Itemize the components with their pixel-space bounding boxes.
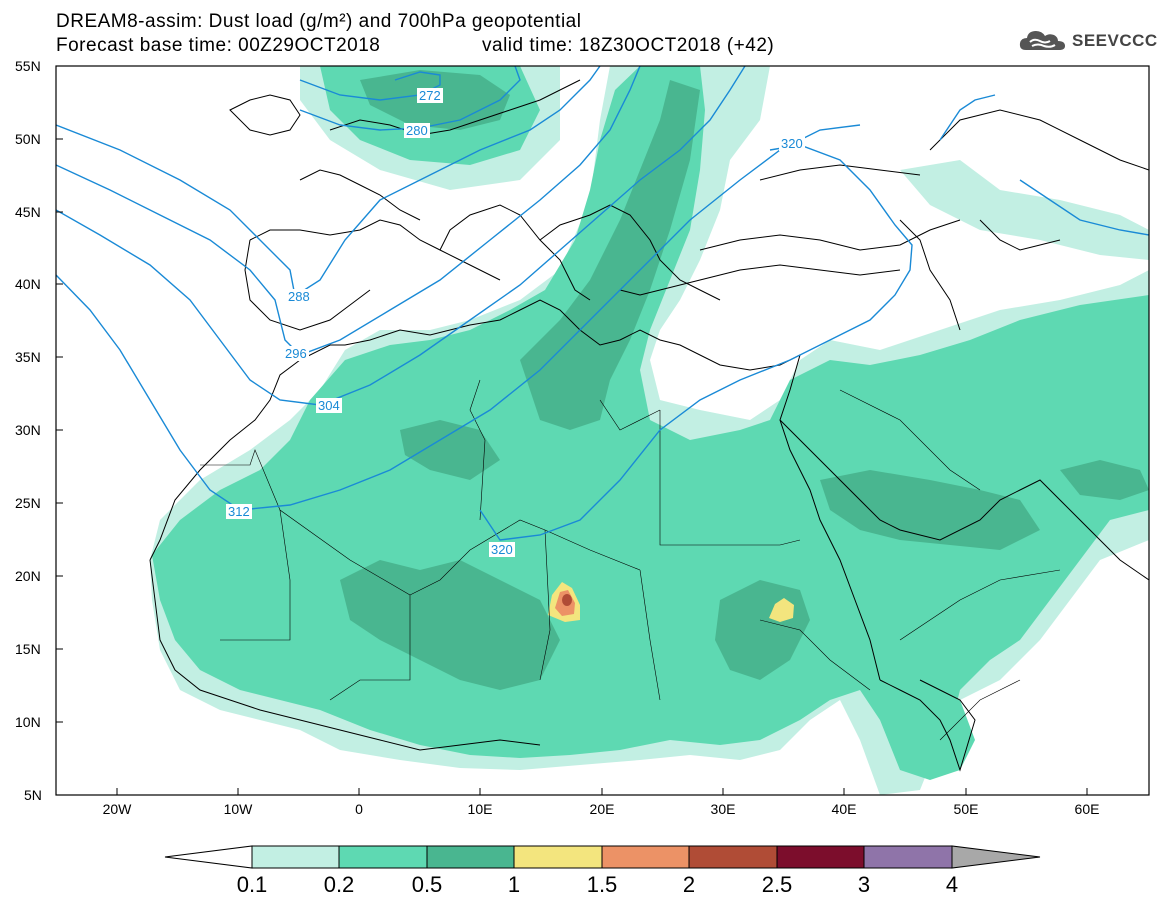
contour-304 — [56, 66, 746, 406]
contour-labels: 272 280 288 296 304 312 320 320 — [226, 88, 805, 557]
lat-label: 10N — [15, 714, 41, 730]
lon-label: 50E — [954, 801, 979, 817]
seevccc-logo: SEEVCCC — [1018, 28, 1158, 54]
colorbar-swatch — [426, 845, 515, 869]
colorbar-swatch — [338, 845, 428, 869]
forecast-base-time: Forecast base time: 00Z29OCT2018 — [56, 35, 381, 56]
logo-text: SEEVCCC — [1072, 31, 1158, 50]
colorbar — [164, 845, 1041, 869]
colorbar-label: 1 — [508, 872, 520, 897]
lat-label: 50N — [15, 131, 41, 147]
lat-label: 45N — [15, 204, 41, 220]
colorbar-swatch — [251, 845, 340, 869]
colorbar-swatch — [863, 845, 953, 869]
borders — [200, 379, 1061, 741]
latitude-labels: 55N 50N 45N 40N 35N 30N 25N 20N 15N 10N … — [15, 58, 42, 803]
cloud-icon — [1019, 31, 1065, 50]
colorbar-swatch — [601, 845, 690, 869]
contour-label-304: 304 — [318, 398, 340, 413]
map-title: DREAM8-assim: Dust load (g/m²) and 700hP… — [56, 11, 582, 32]
contour-label-312: 312 — [228, 504, 250, 519]
colorbar-label: 3 — [858, 872, 870, 897]
colorbar-label: 0.5 — [412, 872, 443, 897]
contour-320 — [479, 144, 913, 541]
contour-label-320-north: 320 — [781, 136, 803, 151]
dust-field-dark — [520, 80, 700, 430]
latitude-axis — [56, 65, 63, 796]
lat-label: 20N — [15, 568, 41, 584]
lon-label: 20W — [103, 801, 133, 817]
geopotential-contours — [56, 66, 1149, 541]
lat-label: 30N — [15, 422, 41, 438]
lon-label: 0 — [355, 801, 363, 817]
lat-label: 55N — [15, 58, 41, 74]
contour-280 — [299, 66, 521, 131]
colorbar-label: 0.2 — [324, 872, 355, 897]
contour-label-272: 272 — [419, 88, 441, 103]
lon-label: 10E — [468, 801, 493, 817]
colorbar-labels: 0.1 0.2 0.5 1 1.5 2 2.5 3 4 — [237, 872, 958, 897]
colorbar-label: 0.1 — [237, 872, 268, 897]
contour-296 — [56, 66, 641, 356]
colorbar-swatch — [688, 845, 778, 869]
colorbar-label: 2 — [683, 872, 695, 897]
contour-label-320: 320 — [491, 542, 513, 557]
lon-label: 30E — [711, 801, 736, 817]
valid-time: valid time: 18Z30OCT2018 (+42) — [482, 35, 775, 56]
colorbar-under-arrow — [164, 845, 253, 869]
colorbar-label: 4 — [946, 872, 958, 897]
lon-label: 20E — [590, 801, 615, 817]
contour-288 — [56, 66, 601, 298]
longitude-labels: 20W 10W 0 10E 20E 30E 40E 50E 60E — [103, 801, 1100, 817]
lat-label: 40N — [15, 276, 41, 292]
longitude-axis — [116, 788, 1088, 795]
lat-label: 15N — [15, 641, 41, 657]
contour-312 — [56, 124, 861, 511]
contour-label-280: 280 — [406, 123, 428, 138]
contour-label-288: 288 — [288, 289, 310, 304]
lat-label: 35N — [15, 349, 41, 365]
lon-label: 10W — [224, 801, 254, 817]
lat-label: 5N — [24, 787, 42, 803]
colorbar-over-arrow — [951, 845, 1041, 869]
colorbar-swatch — [513, 845, 603, 869]
lon-label: 40E — [832, 801, 857, 817]
lon-label: 60E — [1075, 801, 1100, 817]
colorbar-swatch — [776, 845, 865, 869]
lat-label: 25N — [15, 495, 41, 511]
contour-320-ne — [1019, 179, 1149, 236]
colorbar-label: 2.5 — [762, 872, 793, 897]
dust-hotspot-2 — [769, 598, 794, 622]
colorbar-label: 1.5 — [587, 872, 618, 897]
contour-label-296: 296 — [285, 346, 307, 361]
